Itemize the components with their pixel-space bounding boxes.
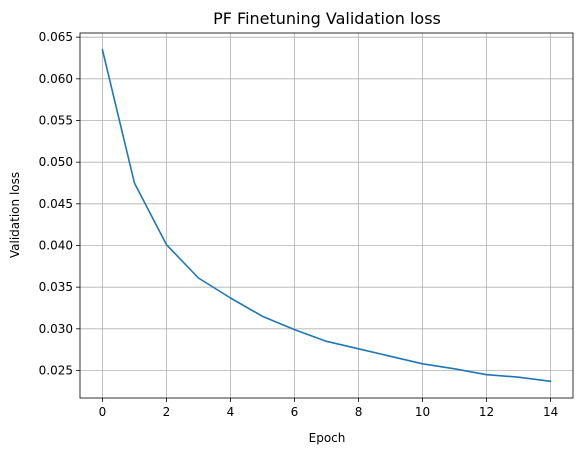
series-layer <box>101 48 552 383</box>
y-tick-label: 0.035 <box>39 280 73 294</box>
y-tick-label: 0.045 <box>39 197 73 211</box>
x-tick-label: 2 <box>163 405 171 419</box>
axes: 0 2 4 6 8 10 12 14 0.025 0.030 0.035 0.040 0.045 0.05… <box>39 30 574 419</box>
x-tick-label: 0 <box>99 405 107 419</box>
x-tick-label: 12 <box>479 405 494 419</box>
plot-frame <box>79 32 574 399</box>
y-tick-label: 0.030 <box>39 322 73 336</box>
x-tick-label: 6 <box>291 405 299 419</box>
y-tick-label: 0.055 <box>39 114 73 128</box>
grid <box>80 33 573 398</box>
x-axis-label: Epoch <box>309 431 346 445</box>
x-tick-label: 14 <box>543 405 558 419</box>
y-tick-label: 0.025 <box>39 364 73 378</box>
chart-title: PF Finetuning Validation loss <box>213 9 441 28</box>
y-tick-label: 0.060 <box>39 72 73 86</box>
y-tick-label: 0.065 <box>39 30 73 44</box>
y-tick-label: 0.040 <box>39 239 73 253</box>
x-tick-label: 10 <box>415 405 430 419</box>
x-tick-label: 4 <box>227 405 235 419</box>
x-tick-label: 8 <box>355 405 363 419</box>
y-axis-label: Validation loss <box>8 172 22 258</box>
series-line <box>101 48 552 383</box>
y-tick-label: 0.050 <box>39 155 73 169</box>
